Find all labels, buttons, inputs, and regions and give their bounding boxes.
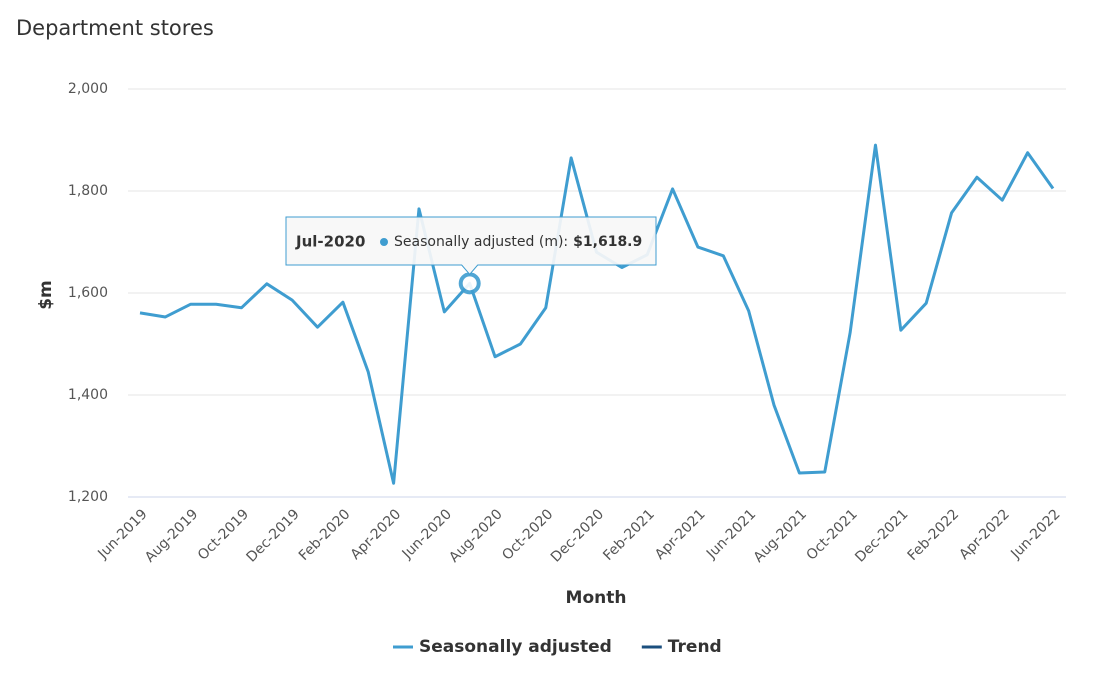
y-tick-label: 1,200 [68, 489, 108, 505]
y-tick-label: 1,400 [68, 387, 108, 403]
x-axis-title: Month [566, 588, 627, 608]
data-line [139, 143, 1055, 485]
x-tick-label: Feb-2021 [600, 506, 658, 564]
hover-marker [458, 272, 481, 295]
x-tick-label: Apr-2021 [652, 506, 709, 563]
x-tick-label: Apr-2022 [956, 506, 1013, 563]
x-tick-label: Jun-2022 [1007, 506, 1063, 562]
chart-title: Department stores [16, 16, 214, 40]
y-tick-label: 2,000 [68, 81, 108, 97]
x-tick-label: Dec-2021 [852, 506, 911, 565]
x-tick-label: Feb-2022 [905, 506, 963, 564]
tooltip-category: Jul-2020 [295, 233, 365, 251]
x-tick-label: Dec-2019 [244, 506, 303, 565]
tooltip-box [285, 216, 657, 276]
legend-label: Trend [668, 637, 722, 657]
x-tick-label: Aug-2020 [446, 506, 505, 565]
tooltip-value: $1,618.9 [573, 234, 642, 250]
y-axis-title: $m [36, 280, 56, 310]
y-tick-label: 1,600 [68, 285, 108, 301]
tooltip-series: Seasonally adjusted (m): [394, 234, 568, 250]
x-tick-label: Apr-2020 [348, 506, 405, 563]
x-tick-label: Aug-2021 [751, 506, 810, 565]
x-tick-label: Dec-2020 [548, 506, 607, 565]
legend-label: Seasonally adjusted [419, 637, 612, 657]
y-tick-label: 1,800 [68, 183, 108, 199]
x-tick-label: Aug-2019 [142, 506, 201, 565]
tooltip-dot [380, 238, 388, 246]
x-tick-label: Feb-2020 [296, 506, 354, 564]
